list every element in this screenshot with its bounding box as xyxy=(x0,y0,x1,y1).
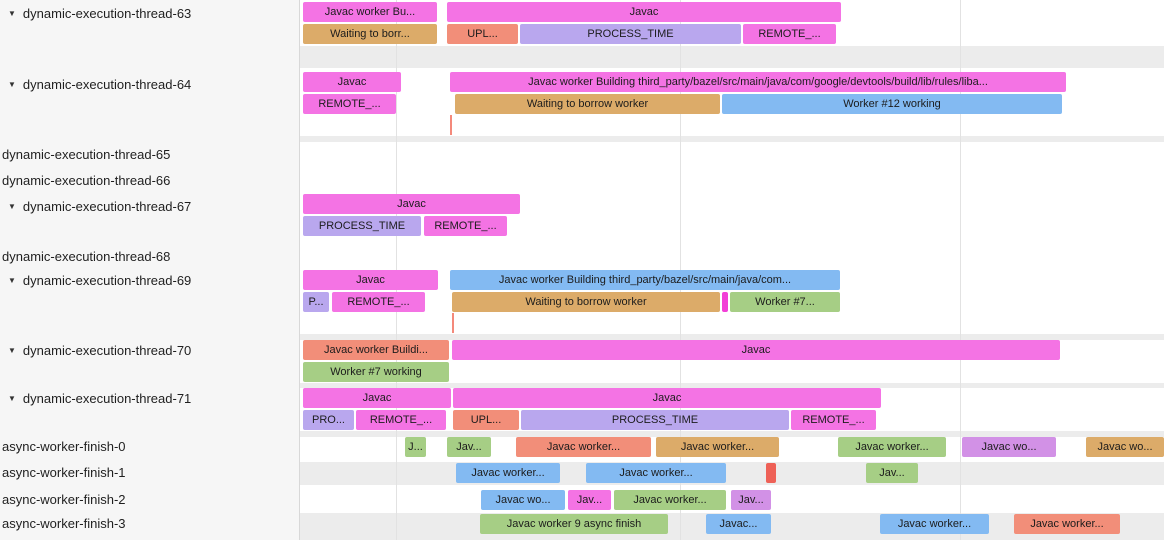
trace-slice[interactable]: Javac wo... xyxy=(481,490,565,510)
trace-slice[interactable]: P... xyxy=(303,292,329,312)
row-band xyxy=(300,334,1164,340)
track-label[interactable]: ▼ dynamic-execution-thread-64 xyxy=(8,75,191,95)
track-label[interactable]: ▼ dynamic-execution-thread-69 xyxy=(8,271,191,291)
trace-slice[interactable]: REMOTE_... xyxy=(332,292,425,312)
collapse-arrow-icon[interactable]: ▼ xyxy=(8,394,16,403)
trace-slice[interactable]: Worker #7... xyxy=(730,292,840,312)
trace-slice[interactable]: Jav... xyxy=(447,437,491,457)
track-label-text: dynamic-execution-thread-70 xyxy=(22,343,192,358)
track-label-text: async-worker-finish-2 xyxy=(2,492,126,507)
trace-slice[interactable]: Javac worker... xyxy=(456,463,560,483)
trace-slice[interactable]: PROCESS_TIME xyxy=(521,410,789,430)
row-band xyxy=(300,383,1164,388)
trace-slice[interactable]: Javac wo... xyxy=(962,437,1056,457)
track-label-text: dynamic-execution-thread-65 xyxy=(2,147,171,162)
track-label[interactable]: ▼ dynamic-execution-thread-71 xyxy=(8,389,191,409)
track-label[interactable]: dynamic-execution-thread-66 xyxy=(2,171,170,191)
track-label[interactable]: ▼ dynamic-execution-thread-67 xyxy=(8,197,191,217)
track-label[interactable]: dynamic-execution-thread-68 xyxy=(2,247,170,267)
trace-slice[interactable]: Javac xyxy=(452,340,1060,360)
trace-slice[interactable]: Jav... xyxy=(731,490,771,510)
trace-slice[interactable]: Worker #12 working xyxy=(722,94,1062,114)
track-label[interactable]: async-worker-finish-3 xyxy=(2,514,126,534)
trace-slice[interactable]: REMOTE_... xyxy=(303,94,396,114)
trace-slice[interactable]: Javac xyxy=(447,2,841,22)
trace-slice[interactable]: Javac xyxy=(303,388,451,408)
trace-slice[interactable]: REMOTE_... xyxy=(356,410,446,430)
track-label-text: dynamic-execution-thread-63 xyxy=(22,6,192,21)
trace-slice[interactable]: J... xyxy=(405,437,426,457)
trace-slice[interactable]: Javac worker... xyxy=(838,437,946,457)
track-label-text: async-worker-finish-3 xyxy=(2,516,126,531)
trace-slice[interactable]: Javac worker... xyxy=(586,463,726,483)
trace-slice[interactable]: Javac worker Building third_party/bazel/… xyxy=(450,270,840,290)
track-label[interactable]: async-worker-finish-2 xyxy=(2,490,126,510)
trace-slice[interactable]: Javac worker Buildi... xyxy=(303,340,449,360)
track-label-text: async-worker-finish-0 xyxy=(2,439,126,454)
trace-slice[interactable]: PROCESS_TIME xyxy=(520,24,741,44)
trace-slice[interactable]: Javac worker... xyxy=(880,514,989,534)
trace-slice[interactable]: Javac worker... xyxy=(516,437,651,457)
track-label-text: dynamic-execution-thread-67 xyxy=(22,199,192,214)
trace-slice[interactable]: REMOTE_... xyxy=(743,24,836,44)
track-label-text: dynamic-execution-thread-68 xyxy=(2,249,171,264)
trace-slice[interactable]: Javac worker... xyxy=(614,490,726,510)
track-label[interactable]: dynamic-execution-thread-65 xyxy=(2,145,170,165)
row-band xyxy=(300,136,1164,142)
instant-event-tick[interactable] xyxy=(450,115,452,135)
trace-slice[interactable]: REMOTE_... xyxy=(791,410,876,430)
track-label-panel: ▼ dynamic-execution-thread-63 ▼ dynamic-exe… xyxy=(0,0,300,540)
track-label-text: dynamic-execution-thread-64 xyxy=(22,77,192,92)
trace-slice[interactable]: UPL... xyxy=(453,410,519,430)
trace-slice[interactable]: Waiting to borr... xyxy=(303,24,437,44)
trace-slice[interactable]: Jav... xyxy=(568,490,611,510)
trace-slice[interactable]: Jav... xyxy=(866,463,918,483)
trace-slice[interactable]: Javac worker Building third_party/bazel/… xyxy=(450,72,1066,92)
trace-slice[interactable]: Javac xyxy=(303,270,438,290)
collapse-arrow-icon[interactable]: ▼ xyxy=(8,346,16,355)
collapse-arrow-icon[interactable]: ▼ xyxy=(8,80,16,89)
gridline xyxy=(960,0,961,540)
trace-slice[interactable]: Worker #7 working xyxy=(303,362,449,382)
trace-slice[interactable]: Javac wo... xyxy=(1086,437,1164,457)
row-band xyxy=(300,431,1164,437)
trace-slice[interactable]: PRO... xyxy=(303,410,354,430)
track-label-text: async-worker-finish-1 xyxy=(2,465,126,480)
row-band xyxy=(300,462,1164,485)
trace-slice[interactable]: Javac xyxy=(303,72,401,92)
row-band xyxy=(300,46,1164,68)
trace-slice[interactable] xyxy=(722,292,728,312)
track-label[interactable]: async-worker-finish-0 xyxy=(2,437,126,457)
collapse-arrow-icon[interactable]: ▼ xyxy=(8,9,16,18)
trace-slice[interactable]: Javac worker 9 async finish xyxy=(480,514,668,534)
track-label-text: dynamic-execution-thread-66 xyxy=(2,173,171,188)
track-label-text: dynamic-execution-thread-71 xyxy=(22,391,192,406)
trace-slice[interactable]: Javac xyxy=(453,388,881,408)
trace-slice[interactable]: REMOTE_... xyxy=(424,216,507,236)
trace-slice[interactable]: UPL... xyxy=(447,24,518,44)
trace-slice[interactable]: Javac xyxy=(303,194,520,214)
track-label[interactable]: async-worker-finish-1 xyxy=(2,463,126,483)
trace-slice[interactable] xyxy=(766,463,776,483)
trace-slice[interactable]: Javac worker Bu... xyxy=(303,2,437,22)
collapse-arrow-icon[interactable]: ▼ xyxy=(8,276,16,285)
collapse-arrow-icon[interactable]: ▼ xyxy=(8,202,16,211)
trace-slice[interactable]: Waiting to borrow worker xyxy=(452,292,720,312)
instant-event-tick[interactable] xyxy=(452,313,454,333)
track-label[interactable]: ▼ dynamic-execution-thread-70 xyxy=(8,341,191,361)
trace-slice[interactable]: Waiting to borrow worker xyxy=(455,94,720,114)
track-label-text: dynamic-execution-thread-69 xyxy=(22,273,192,288)
trace-slice[interactable]: PROCESS_TIME xyxy=(303,216,421,236)
trace-slice[interactable]: Javac worker... xyxy=(1014,514,1120,534)
track-label[interactable]: ▼ dynamic-execution-thread-63 xyxy=(8,4,191,24)
trace-slice[interactable]: Javac... xyxy=(706,514,771,534)
trace-slice[interactable]: Javac worker... xyxy=(656,437,779,457)
